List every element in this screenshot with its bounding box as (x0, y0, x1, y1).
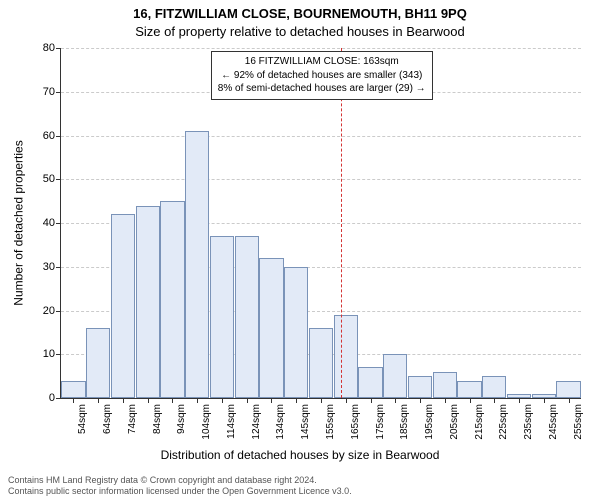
ytick-mark (56, 92, 61, 93)
xtick-label: 124sqm (251, 404, 262, 440)
histogram-bar (358, 367, 382, 398)
histogram-bar (61, 381, 85, 399)
histogram-bar (408, 376, 432, 398)
histogram-bar (111, 214, 135, 398)
xtick-label: 145sqm (300, 404, 311, 440)
xtick-mark (321, 398, 322, 403)
xtick-mark (569, 398, 570, 403)
annotation-line-1: 16 FITZWILLIAM CLOSE: 163sqm (218, 55, 426, 69)
xtick-label: 165sqm (350, 404, 361, 440)
ytick-mark (56, 179, 61, 180)
xtick-label: 104sqm (201, 404, 212, 440)
xtick-mark (247, 398, 248, 403)
xtick-label: 84sqm (152, 404, 163, 434)
ytick-label: 60 (43, 130, 55, 142)
reference-line (341, 48, 342, 398)
xtick-mark (519, 398, 520, 403)
annotation-line-2: ← 92% of detached houses are smaller (34… (218, 69, 426, 83)
xtick-mark (445, 398, 446, 403)
ytick-label: 10 (43, 348, 55, 360)
grid-line (61, 48, 581, 49)
ytick-mark (56, 223, 61, 224)
histogram-bar (160, 201, 184, 398)
histogram-bar (185, 131, 209, 398)
xtick-mark (222, 398, 223, 403)
histogram-bar (482, 376, 506, 398)
grid-line (61, 179, 581, 180)
y-axis-label: Number of detached properties (12, 48, 26, 398)
histogram-bar (433, 372, 457, 398)
xtick-label: 64sqm (102, 404, 113, 434)
grid-line (61, 136, 581, 137)
histogram-bar (383, 354, 407, 398)
xtick-mark (371, 398, 372, 403)
xtick-label: 155sqm (325, 404, 336, 440)
ytick-label: 40 (43, 217, 55, 229)
ytick-mark (56, 311, 61, 312)
annotation-box: 16 FITZWILLIAM CLOSE: 163sqm ← 92% of de… (211, 51, 433, 100)
histogram-bar (136, 206, 160, 399)
xtick-label: 205sqm (449, 404, 460, 440)
xtick-mark (172, 398, 173, 403)
xtick-mark (271, 398, 272, 403)
xtick-mark (346, 398, 347, 403)
annotation-line-3: 8% of semi-detached houses are larger (2… (218, 82, 426, 96)
xtick-label: 235sqm (523, 404, 534, 440)
ytick-label: 0 (49, 392, 55, 404)
histogram-bar (86, 328, 110, 398)
xtick-label: 245sqm (548, 404, 559, 440)
chart-container: 16, FITZWILLIAM CLOSE, BOURNEMOUTH, BH11… (0, 0, 600, 500)
ytick-label: 70 (43, 86, 55, 98)
chart-title-main: 16, FITZWILLIAM CLOSE, BOURNEMOUTH, BH11… (0, 6, 600, 21)
xtick-label: 74sqm (127, 404, 138, 434)
attribution-text: Contains HM Land Registry data © Crown c… (8, 475, 352, 496)
xtick-mark (544, 398, 545, 403)
xtick-mark (420, 398, 421, 403)
histogram-bar (259, 258, 283, 398)
xtick-label: 185sqm (399, 404, 410, 440)
xtick-label: 94sqm (176, 404, 187, 434)
ytick-mark (56, 398, 61, 399)
histogram-bar (235, 236, 259, 398)
xtick-label: 175sqm (375, 404, 386, 440)
ytick-label: 80 (43, 42, 55, 54)
xtick-label: 54sqm (77, 404, 88, 434)
ytick-mark (56, 48, 61, 49)
ytick-label: 30 (43, 261, 55, 273)
xtick-label: 225sqm (498, 404, 509, 440)
xtick-mark (73, 398, 74, 403)
x-axis-label: Distribution of detached houses by size … (0, 448, 600, 462)
xtick-label: 114sqm (226, 404, 237, 439)
xtick-mark (470, 398, 471, 403)
xtick-label: 215sqm (474, 404, 485, 440)
xtick-mark (296, 398, 297, 403)
histogram-bar (334, 315, 358, 398)
plot-area: 0102030405060708054sqm64sqm74sqm84sqm94s… (60, 48, 581, 399)
xtick-mark (123, 398, 124, 403)
xtick-label: 134sqm (275, 404, 286, 440)
ytick-label: 20 (43, 305, 55, 317)
ytick-label: 50 (43, 173, 55, 185)
histogram-bar (210, 236, 234, 398)
histogram-bar (309, 328, 333, 398)
xtick-label: 255sqm (573, 404, 584, 440)
xtick-mark (148, 398, 149, 403)
ytick-mark (56, 267, 61, 268)
xtick-mark (98, 398, 99, 403)
xtick-label: 195sqm (424, 404, 435, 440)
chart-title-sub: Size of property relative to detached ho… (0, 24, 600, 39)
ytick-mark (56, 354, 61, 355)
histogram-bar (556, 381, 580, 399)
histogram-bar (457, 381, 481, 399)
histogram-bar (284, 267, 308, 398)
ytick-mark (56, 136, 61, 137)
xtick-mark (197, 398, 198, 403)
xtick-mark (395, 398, 396, 403)
xtick-mark (494, 398, 495, 403)
